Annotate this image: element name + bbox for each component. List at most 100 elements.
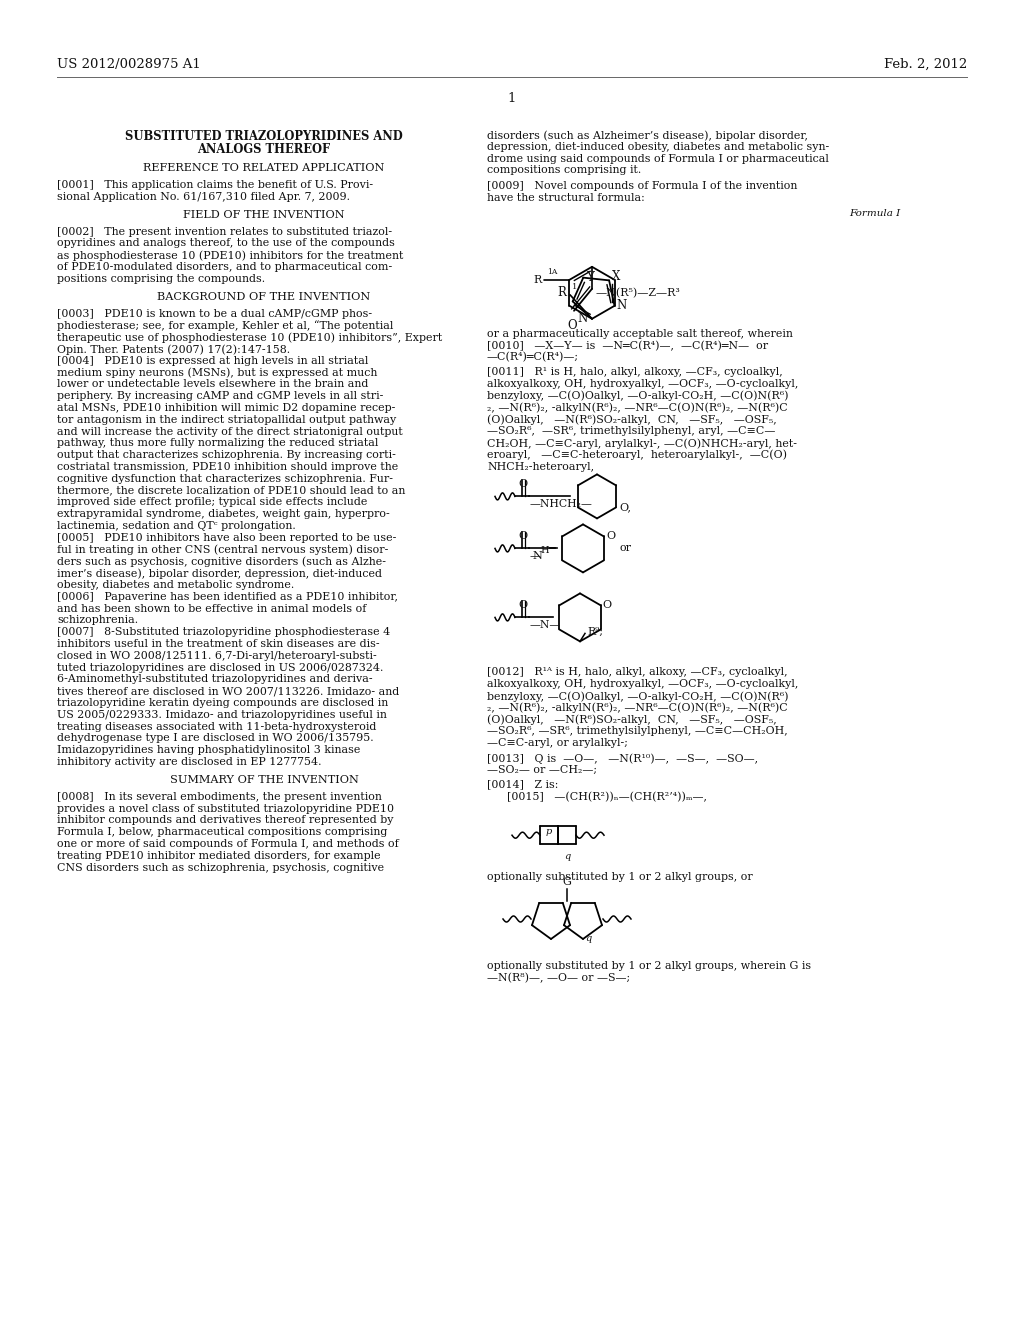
Text: lactinemia, sedation and QTᶜ prolongation.: lactinemia, sedation and QTᶜ prolongatio… <box>57 521 296 531</box>
Text: depression, diet-induced obesity, diabetes and metabolic syn-: depression, diet-induced obesity, diabet… <box>487 141 829 152</box>
Text: imer’s disease), bipolar disorder, depression, diet-induced: imer’s disease), bipolar disorder, depre… <box>57 568 382 578</box>
Text: eroaryl,   —C≡C-heteroaryl,  heteroarylalkyl-,  —C(O): eroaryl, —C≡C-heteroaryl, heteroarylalky… <box>487 450 787 461</box>
Text: X: X <box>612 269 621 282</box>
Text: compositions comprising it.: compositions comprising it. <box>487 165 641 176</box>
Text: atal MSNs, PDE10 inhibition will mimic D2 dopamine recep-: atal MSNs, PDE10 inhibition will mimic D… <box>57 403 395 413</box>
Text: sional Application No. 61/167,310 filed Apr. 7, 2009.: sional Application No. 61/167,310 filed … <box>57 191 350 202</box>
Text: Opin. Ther. Patents (2007) 17(2):147-158.: Opin. Ther. Patents (2007) 17(2):147-158… <box>57 345 290 355</box>
Text: tives thereof are disclosed in WO 2007/113226. Imidazo- and: tives thereof are disclosed in WO 2007/1… <box>57 686 399 696</box>
Text: [0009]   Novel compounds of Formula I of the invention: [0009] Novel compounds of Formula I of t… <box>487 181 798 191</box>
Text: improved side effect profile; typical side effects include: improved side effect profile; typical si… <box>57 498 368 507</box>
Text: O: O <box>603 601 612 610</box>
Text: and will increase the activity of the direct striatonigral output: and will increase the activity of the di… <box>57 426 402 437</box>
Text: O: O <box>518 532 527 541</box>
Text: disorders (such as Alzheimer’s disease), bipolar disorder,: disorders (such as Alzheimer’s disease),… <box>487 129 808 140</box>
Text: R: R <box>534 275 542 285</box>
Text: O: O <box>518 479 527 490</box>
Text: alkoxyalkoxy, OH, hydroxyalkyl, —OCF₃, —O-cycloalkyl,: alkoxyalkoxy, OH, hydroxyalkyl, —OCF₃, —… <box>487 680 799 689</box>
Text: benzyloxy, —C(O)Oalkyl, —O-alkyl-CO₂H, —C(O)N(R⁶): benzyloxy, —C(O)Oalkyl, —O-alkyl-CO₂H, —… <box>487 690 788 701</box>
Text: output that characterizes schizophrenia. By increasing corti-: output that characterizes schizophrenia.… <box>57 450 396 461</box>
Text: tuted triazolopyridines are disclosed in US 2006/0287324.: tuted triazolopyridines are disclosed in… <box>57 663 383 673</box>
Text: R: R <box>557 286 566 300</box>
Text: benzyloxy, —C(O)Oalkyl, —O-alkyl-CO₂H, —C(O)N(R⁶): benzyloxy, —C(O)Oalkyl, —O-alkyl-CO₂H, —… <box>487 391 788 401</box>
Text: alkoxyalkoxy, OH, hydroxyalkyl, —OCF₃, —O-cycloalkyl,: alkoxyalkoxy, OH, hydroxyalkyl, —OCF₃, —… <box>487 379 799 389</box>
Text: —C≡C-aryl, or arylalkyl-;: —C≡C-aryl, or arylalkyl-; <box>487 738 628 748</box>
Text: 1A: 1A <box>548 268 558 276</box>
Text: provides a novel class of substituted triazolopyridine PDE10: provides a novel class of substituted tr… <box>57 804 394 813</box>
Text: p: p <box>546 826 552 836</box>
Text: periphery. By increasing cAMP and cGMP levels in all stri-: periphery. By increasing cAMP and cGMP l… <box>57 391 383 401</box>
Text: have the structural formula:: have the structural formula: <box>487 193 645 203</box>
Text: [0001]   This application claims the benefit of U.S. Provi-: [0001] This application claims the benef… <box>57 180 373 190</box>
Text: dehydrogenase type I are disclosed in WO 2006/135795.: dehydrogenase type I are disclosed in WO… <box>57 734 374 743</box>
Text: inhibitory activity are disclosed in EP 1277754.: inhibitory activity are disclosed in EP … <box>57 756 322 767</box>
Text: treating PDE10 inhibitor mediated disorders, for example: treating PDE10 inhibitor mediated disord… <box>57 851 381 861</box>
Text: O: O <box>518 601 527 610</box>
Text: (O)Oalkyl,   —N(R⁶)SO₂-alkyl,  CN,   —SF₅,   —OSF₅,: (O)Oalkyl, —N(R⁶)SO₂-alkyl, CN, —SF₅, —O… <box>487 414 777 425</box>
Text: SUBSTITUTED TRIAZOLOPYRIDINES AND: SUBSTITUTED TRIAZOLOPYRIDINES AND <box>125 129 402 143</box>
Text: as phosphodiesterase 10 (PDE10) inhibitors for the treatment: as phosphodiesterase 10 (PDE10) inhibito… <box>57 251 403 261</box>
Text: therapeutic use of phosphodiesterase 10 (PDE10) inhibitors”, Expert: therapeutic use of phosphodiesterase 10 … <box>57 333 442 343</box>
Text: —N(R⁸)—, —O— or —S—;: —N(R⁸)—, —O— or —S—; <box>487 973 630 983</box>
Text: N: N <box>532 552 542 561</box>
Text: of PDE10-modulated disorders, and to pharmaceutical com-: of PDE10-modulated disorders, and to pha… <box>57 261 392 272</box>
Text: optionally substituted by 1 or 2 alkyl groups, or: optionally substituted by 1 or 2 alkyl g… <box>487 873 753 882</box>
Text: Formula I: Formula I <box>849 209 900 218</box>
Text: [0015]   —(CH(R²))ₙ—(CH(R²’⁴))ₘ—,: [0015] —(CH(R²))ₙ—(CH(R²’⁴))ₘ—, <box>507 792 707 801</box>
Text: [0013]   Q is  —O—,   —N(R¹⁰)—,  —S—,  —SO—,: [0013] Q is —O—, —N(R¹⁰)—, —S—, —SO—, <box>487 752 758 763</box>
Text: or: or <box>618 544 631 553</box>
Text: [0002]   The present invention relates to substituted triazol-: [0002] The present invention relates to … <box>57 227 392 236</box>
Text: drome using said compounds of Formula I or pharmaceutical: drome using said compounds of Formula I … <box>487 153 828 164</box>
Text: H: H <box>540 546 549 556</box>
Text: —SO₂R⁶,  —SR⁶, trimethylsilylphenyl, aryl, —C≡C—: —SO₂R⁶, —SR⁶, trimethylsilylphenyl, aryl… <box>487 426 775 436</box>
Text: 1: 1 <box>508 92 516 106</box>
Text: [0004]   PDE10 is expressed at high levels in all striatal: [0004] PDE10 is expressed at high levels… <box>57 356 369 366</box>
Text: closed in WO 2008/125111. 6,7-Di-aryl/heteroaryl-substi-: closed in WO 2008/125111. 6,7-Di-aryl/he… <box>57 651 377 661</box>
Text: REFERENCE TO RELATED APPLICATION: REFERENCE TO RELATED APPLICATION <box>143 162 385 173</box>
Text: —N(R⁵)—Z—R³: —N(R⁵)—Z—R³ <box>596 288 681 298</box>
Text: [0011]   R¹ is H, halo, alkyl, alkoxy, —CF₃, cycloalkyl,: [0011] R¹ is H, halo, alkyl, alkoxy, —CF… <box>487 367 782 378</box>
Text: optionally substituted by 1 or 2 alkyl groups, wherein G is: optionally substituted by 1 or 2 alkyl g… <box>487 961 811 972</box>
Text: O: O <box>607 532 615 541</box>
Text: and has been shown to be effective in animal models of: and has been shown to be effective in an… <box>57 603 367 614</box>
Text: 6-Aminomethyl-substituted triazolopyridines and deriva-: 6-Aminomethyl-substituted triazolopyridi… <box>57 675 373 684</box>
Text: costriatal transmission, PDE10 inhibition should improve the: costriatal transmission, PDE10 inhibitio… <box>57 462 398 473</box>
Text: R⁹;: R⁹; <box>587 627 603 636</box>
Text: —C(R⁴)═C(R⁴)—;: —C(R⁴)═C(R⁴)—; <box>487 352 579 363</box>
Text: [0005]   PDE10 inhibitors have also been reported to be use-: [0005] PDE10 inhibitors have also been r… <box>57 533 396 543</box>
Text: medium spiny neurons (MSNs), but is expressed at much: medium spiny neurons (MSNs), but is expr… <box>57 367 378 378</box>
Text: N: N <box>616 300 627 313</box>
Text: positions comprising the compounds.: positions comprising the compounds. <box>57 273 265 284</box>
Text: Feb. 2, 2012: Feb. 2, 2012 <box>884 58 967 71</box>
Text: q: q <box>564 853 570 861</box>
Text: [0012]   R¹ᴬ is H, halo, alkyl, alkoxy, —CF₃, cycloalkyl,: [0012] R¹ᴬ is H, halo, alkyl, alkoxy, —C… <box>487 668 787 677</box>
Text: extrapyramidal syndrome, diabetes, weight gain, hyperpro-: extrapyramidal syndrome, diabetes, weigh… <box>57 510 390 519</box>
Text: —SO₂— or —CH₂—;: —SO₂— or —CH₂—; <box>487 764 597 775</box>
Text: lower or undetectable levels elsewhere in the brain and: lower or undetectable levels elsewhere i… <box>57 379 369 389</box>
Text: [0014]   Z is:: [0014] Z is: <box>487 780 558 789</box>
Text: FIELD OF THE INVENTION: FIELD OF THE INVENTION <box>183 210 345 219</box>
Text: triazolopyridine keratin dyeing compounds are disclosed in: triazolopyridine keratin dyeing compound… <box>57 698 388 708</box>
Text: ₂, —N(R⁶)₂, -alkylN(R⁶)₂, —NR⁶—C(O)N(R⁶)₂, —N(R⁶)C: ₂, —N(R⁶)₂, -alkylN(R⁶)₂, —NR⁶—C(O)N(R⁶)… <box>487 403 787 413</box>
Text: ₂, —N(R⁶)₂, -alkylN(R⁶)₂, —NR⁶—C(O)N(R⁶)₂, —N(R⁶)C: ₂, —N(R⁶)₂, -alkylN(R⁶)₂, —NR⁶—C(O)N(R⁶)… <box>487 702 787 713</box>
Text: —N—: —N— <box>530 620 561 631</box>
Text: schizophrenia.: schizophrenia. <box>57 615 138 626</box>
Text: ful in treating in other CNS (central nervous system) disor-: ful in treating in other CNS (central ne… <box>57 545 388 556</box>
Text: inhibitor compounds and derivatives thereof represented by: inhibitor compounds and derivatives ther… <box>57 816 393 825</box>
Text: (O)Oalkyl,   —N(R⁶)SO₂-alkyl,  CN,   —SF₅,   —OSF₅,: (O)Oalkyl, —N(R⁶)SO₂-alkyl, CN, —SF₅, —O… <box>487 714 777 725</box>
Text: US 2005/0229333. Imidazo- and triazolopyridines useful in: US 2005/0229333. Imidazo- and triazolopy… <box>57 710 387 719</box>
Text: CH₂OH, —C≡C-aryl, arylalkyl-, —C(O)NHCH₂-aryl, het-: CH₂OH, —C≡C-aryl, arylalkyl-, —C(O)NHCH₂… <box>487 438 797 449</box>
Text: —SO₂R⁶, —SR⁶, trimethylsilylphenyl, —C≡C—CH₂OH,: —SO₂R⁶, —SR⁶, trimethylsilylphenyl, —C≡C… <box>487 726 787 737</box>
Text: [0008]   In its several embodiments, the present invention: [0008] In its several embodiments, the p… <box>57 792 382 801</box>
Text: Imidazopyridines having phosphatidylinositol 3 kinase: Imidazopyridines having phosphatidylinos… <box>57 746 360 755</box>
Text: inhibitors useful in the treatment of skin diseases are dis-: inhibitors useful in the treatment of sk… <box>57 639 380 649</box>
Text: O: O <box>567 319 577 331</box>
Text: q: q <box>585 935 591 942</box>
Text: pathway, thus more fully normalizing the reduced striatal: pathway, thus more fully normalizing the… <box>57 438 379 449</box>
Text: [0003]   PDE10 is known to be a dual cAMP/cGMP phos-: [0003] PDE10 is known to be a dual cAMP/… <box>57 309 372 318</box>
Text: [0006]   Papaverine has been identified as a PDE10 inhibitor,: [0006] Papaverine has been identified as… <box>57 591 398 602</box>
Text: ders such as psychosis, cognitive disorders (such as Alzhe-: ders such as psychosis, cognitive disord… <box>57 557 386 568</box>
Text: thermore, the discrete localization of PDE10 should lead to an: thermore, the discrete localization of P… <box>57 486 406 495</box>
Text: one or more of said compounds of Formula I, and methods of: one or more of said compounds of Formula… <box>57 840 398 849</box>
Text: or a pharmaceutically acceptable salt thereof, wherein: or a pharmaceutically acceptable salt th… <box>487 329 793 339</box>
